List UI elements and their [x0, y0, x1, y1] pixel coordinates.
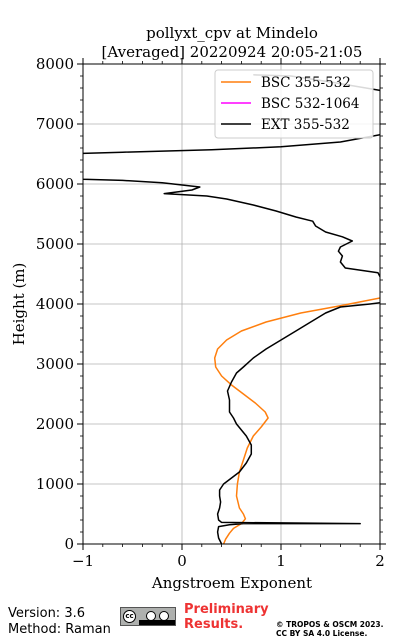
- legend-box: [214, 69, 374, 139]
- y-tick-label: 3000: [36, 355, 74, 373]
- copyright-line-1: © TROPOS & OSCM 2023.: [276, 620, 384, 629]
- copyright-line-2: CC BY SA 4.0 License.: [276, 629, 368, 638]
- legend: BSC 355-532 BSC 532-1064 EXT 355-532: [214, 69, 374, 139]
- x-tick-label: 1: [276, 552, 286, 570]
- y-tick-label: 8000: [36, 55, 74, 73]
- preliminary-line-1: Preliminary: [184, 602, 269, 617]
- y-axis-label: Height (m): [10, 263, 28, 346]
- x-tick-label: −1: [72, 552, 94, 570]
- y-tick-label: 7000: [36, 115, 74, 133]
- legend-label-bsc-532-1064: BSC 532-1064: [261, 96, 359, 112]
- angstroem-profile-chart: pollyxt_cpv at Mindelo [Averaged] 202209…: [10, 24, 386, 592]
- cc-license-badge-icon: cc: [120, 607, 176, 626]
- series-line-bsc-355-532: [213, 297, 380, 544]
- y-tick-label: 5000: [36, 235, 74, 253]
- method-text: Method: Raman: [8, 622, 111, 637]
- chart-title: pollyxt_cpv at Mindelo: [146, 24, 318, 42]
- version-text: Version: 3.6: [8, 606, 85, 621]
- y-tick-label: 1000: [36, 475, 74, 493]
- y-tick-label: 2000: [36, 415, 74, 433]
- plot-area: [83, 74, 380, 544]
- cc-strip: [139, 620, 175, 625]
- footer-info: Version: 3.6 Method: Raman: [8, 606, 111, 638]
- y-tick-label: 0: [64, 535, 74, 553]
- x-tick-label: 2: [375, 552, 385, 570]
- preliminary-notice: Preliminary Results.: [184, 602, 269, 632]
- legend-label-ext-355-532: EXT 355-532: [261, 117, 350, 133]
- copyright-notice: © TROPOS & OSCM 2023. CC BY SA 4.0 Licen…: [276, 620, 384, 638]
- y-tick-label: 4000: [36, 295, 74, 313]
- legend-label-bsc-355-532: BSC 355-532: [261, 75, 351, 91]
- preliminary-line-2: Results.: [184, 617, 244, 632]
- chart-subtitle: [Averaged] 20220924 20:05-21:05: [102, 43, 363, 61]
- series-line-ext-355-532: [83, 74, 380, 544]
- x-tick-label: 0: [177, 552, 187, 570]
- x-axis-label: Angstroem Exponent: [151, 574, 312, 592]
- y-tick-label: 6000: [36, 175, 74, 193]
- cc-logo-icon: cc: [123, 610, 136, 623]
